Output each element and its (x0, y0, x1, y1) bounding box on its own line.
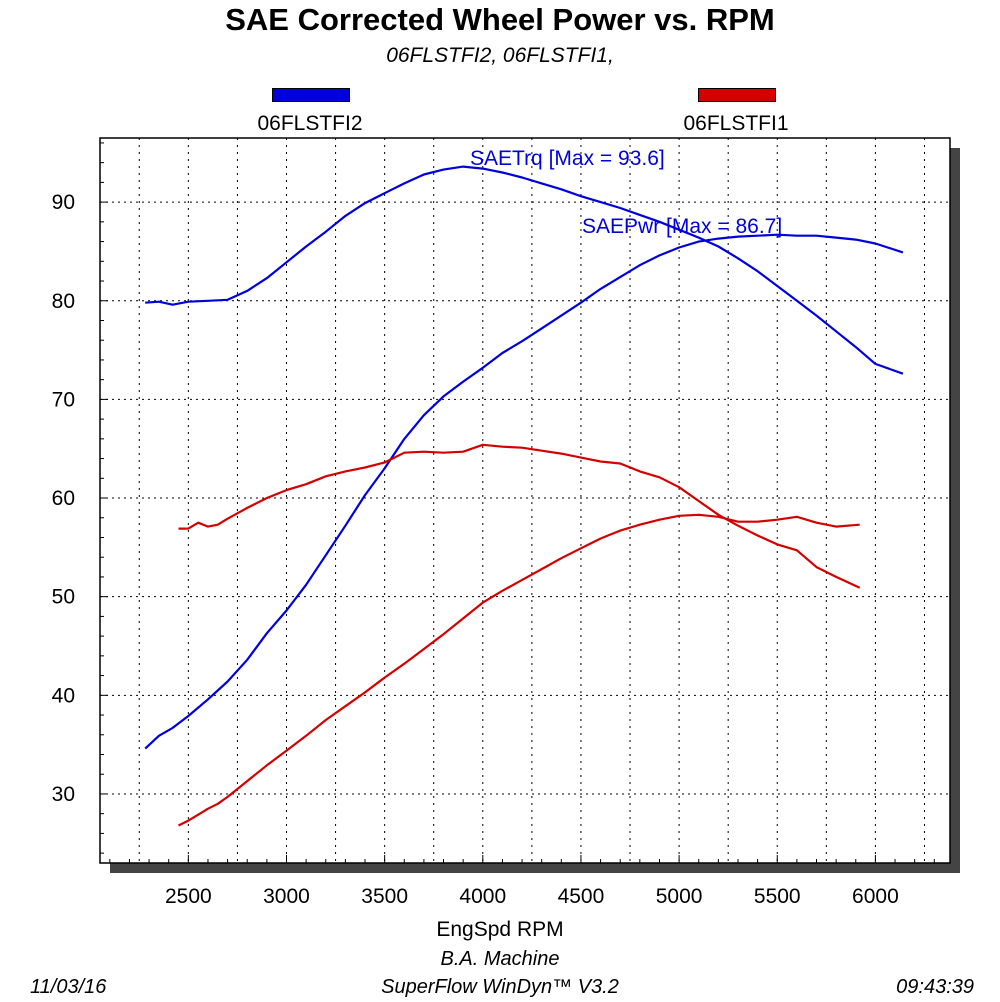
series-line-06flstfi2-1 (144, 233, 904, 750)
series-line-06flstfi1-3 (178, 513, 860, 827)
footer-software: SuperFlow WinDyn™ V3.2 (381, 976, 619, 998)
annotation-trq: SAETrq [Max = 93.6] (470, 147, 665, 170)
grid-layer (100, 138, 950, 863)
y-tick-label: 60 (52, 487, 75, 510)
x-tick-label: 4000 (459, 885, 506, 908)
x-tick-label: 5000 (656, 885, 703, 908)
chart-subtitle: 06FLSTFI2, 06FLSTFI1, (386, 44, 614, 67)
x-tick-label: 6000 (852, 885, 899, 908)
series-line-06flstfi2-0 (145, 165, 904, 375)
tick-label-layer: 2500 3000 3500 4000 4500 5000 5500 6000 30 40 50 60… (52, 191, 899, 908)
y-tick-label: 90 (52, 191, 75, 214)
x-tick-label: 3000 (263, 885, 310, 908)
y-tick-label: 80 (52, 290, 75, 313)
legend-label-06flstfi1: 06FLSTFI1 (683, 112, 789, 135)
legend-label-06flstfi2: 06FLSTFI2 (257, 112, 363, 135)
series-line-06flstfi1-2 (178, 443, 861, 589)
footer-shop: B.A. Machine (440, 948, 560, 970)
annotation-pwr: SAEPwr [Max = 86.7] (582, 215, 782, 238)
x-tick-label: 4500 (558, 885, 605, 908)
x-tick-label: 3500 (361, 885, 408, 908)
x-tick-label: 5500 (754, 885, 801, 908)
y-tick-label: 50 (52, 586, 75, 609)
x-axis-label: EngSpd RPM (436, 918, 564, 941)
y-tick-label: 30 (52, 783, 75, 806)
series-layer (144, 165, 904, 827)
y-tick-label: 70 (52, 388, 75, 411)
chart-title: SAE Corrected Wheel Power vs. RPM (225, 2, 775, 37)
footer-date: 11/03/16 (30, 976, 107, 998)
legend-swatch-06flstfi2 (272, 88, 350, 102)
y-tick-label: 40 (52, 684, 75, 707)
legend-swatch-06flstfi1 (698, 88, 776, 102)
footer-time: 09:43:39 (896, 976, 974, 998)
x-tick-label: 2500 (165, 885, 212, 908)
plot-area (99, 137, 951, 864)
